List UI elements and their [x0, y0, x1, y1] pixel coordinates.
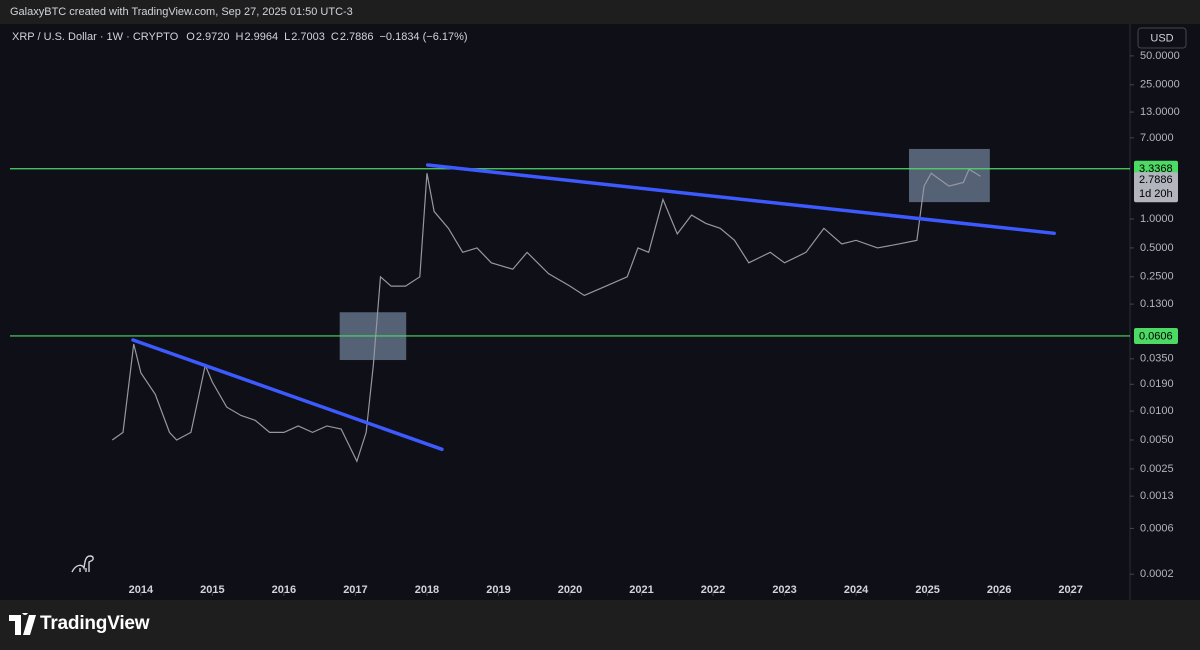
y-tick-label: 0.0006 [1140, 522, 1174, 534]
x-tick-label: 2015 [200, 584, 224, 596]
byline: GalaxyBTC created with TradingView.com, … [10, 6, 353, 18]
x-tick-label: 2025 [915, 584, 939, 596]
x-tick-label: 2027 [1058, 584, 1082, 596]
y-tick-label: 0.0350 [1140, 353, 1174, 365]
highlight-box [909, 148, 990, 203]
x-tick-label: 2023 [772, 584, 796, 596]
tv-logo-shape [9, 613, 36, 635]
chart: USD XRP / U.S. Dollar · 1W · CRYPTO O 2.97… [0, 24, 1200, 600]
x-tick-label: 2019 [486, 584, 510, 596]
y-tick-label: 0.2500 [1140, 271, 1174, 283]
ohlc-value: 2.9964 [244, 31, 278, 43]
x-tick-label: 2020 [558, 584, 582, 596]
dino-icon [71, 555, 94, 573]
y-tick-label: 0.0025 [1140, 463, 1174, 475]
change: −0.1834 (−6.17%) [379, 31, 467, 43]
legend: XRP / U.S. Dollar · 1W · CRYPTO O 2.9720 H 2… [12, 31, 468, 43]
y-tick-label: 0.0190 [1140, 378, 1174, 390]
last-price-label: 2.7886 [1139, 174, 1173, 186]
currency-label[interactable]: USD [1150, 32, 1173, 44]
ohlc-value: 2.7003 [291, 31, 325, 43]
x-tick-label: 2022 [701, 584, 725, 596]
x-tick-label: 2026 [987, 584, 1011, 596]
x-tick-label: 2017 [343, 584, 367, 596]
chart-background [0, 24, 1200, 600]
y-tick-label: 13.0000 [1140, 106, 1180, 118]
y-tick-label: 0.0100 [1140, 405, 1174, 417]
countdown-label: 1d 20h [1139, 188, 1173, 200]
bottom-bar: TradingView [0, 600, 1200, 650]
ohlc-value: 2.7886 [340, 31, 374, 43]
y-tick-label: 0.0002 [1140, 568, 1174, 580]
dino-shape [71, 555, 94, 573]
y-tick-label: 25.0000 [1140, 79, 1180, 91]
tv-logo-icon [9, 613, 36, 635]
price-label: 3.3368 [1139, 163, 1173, 175]
top-bar: GalaxyBTC created with TradingView.com, … [0, 0, 1200, 24]
ohlc-label: O [186, 31, 195, 43]
trendline [425, 163, 1056, 236]
x-tick-label: 2024 [844, 584, 869, 596]
price-label: 0.0606 [1139, 330, 1173, 342]
y-tick-label: 0.1300 [1140, 298, 1174, 310]
ohlc-label: H [235, 31, 243, 43]
y-tick-label: 1.0000 [1140, 213, 1174, 225]
x-tick-label: 2016 [272, 584, 296, 596]
price-line [111, 168, 981, 463]
x-tick-label: 2014 [129, 584, 154, 596]
last-price-bg [1134, 172, 1178, 203]
ohlc-label: C [331, 31, 339, 43]
trendline [131, 338, 444, 452]
y-tick-label: 0.0013 [1140, 490, 1174, 502]
price-label-bg [1134, 327, 1178, 344]
currency-button[interactable] [1137, 27, 1187, 49]
y-tick-label: 0.5000 [1140, 242, 1174, 254]
x-tick-label: 2021 [629, 584, 653, 596]
y-tick-label: 50.0000 [1140, 50, 1180, 62]
y-tick-label: 7.0000 [1140, 132, 1174, 144]
x-tick-label: 2018 [415, 584, 439, 596]
ohlc-label: L [284, 31, 290, 43]
brand: TradingView [40, 613, 150, 634]
ohlc-value: 2.9720 [196, 31, 230, 43]
symbol: XRP / U.S. Dollar · 1W · CRYPTO [12, 31, 179, 43]
y-tick-label: 0.0050 [1140, 434, 1174, 446]
